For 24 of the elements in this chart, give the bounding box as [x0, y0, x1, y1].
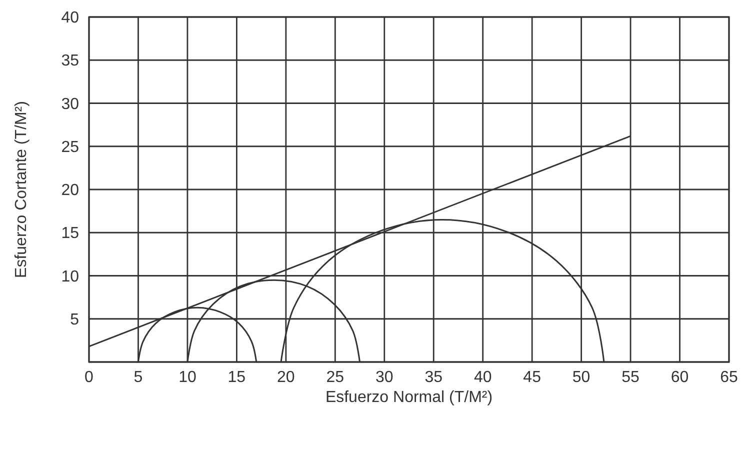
- y-tick-label: 35: [61, 52, 80, 70]
- y-tick-label: 10: [61, 268, 80, 286]
- y-tick-label: 40: [61, 10, 80, 27]
- x-tick-label: 5: [134, 369, 143, 386]
- y-axis-title: Esfuerzo Cortante (T/M²): [13, 101, 30, 278]
- x-tick-label: 30: [375, 369, 394, 386]
- x-tick-label: 0: [84, 369, 94, 386]
- x-tick-label: 60: [670, 369, 689, 386]
- x-tick-label: 10: [178, 369, 196, 386]
- x-tick-label: 15: [228, 369, 246, 386]
- x-tick-label: 65: [720, 369, 738, 386]
- x-tick-label: 40: [474, 369, 492, 386]
- y-tick-label: 15: [61, 225, 80, 242]
- y-tick-label: 20: [61, 182, 80, 200]
- x-tick-label: 45: [523, 369, 542, 386]
- x-tick-label: 50: [572, 369, 590, 386]
- x-tick-label: 25: [326, 369, 344, 386]
- x-tick-label: 35: [424, 369, 443, 386]
- x-tick-label: 55: [622, 369, 640, 386]
- y-tick-label: 30: [61, 96, 80, 113]
- y-tick-label: 25: [61, 138, 80, 156]
- x-axis-title: Esfuerzo Normal (T/M²): [325, 389, 493, 406]
- y-tick-label: 5: [70, 311, 80, 328]
- x-tick-label: 20: [277, 369, 295, 386]
